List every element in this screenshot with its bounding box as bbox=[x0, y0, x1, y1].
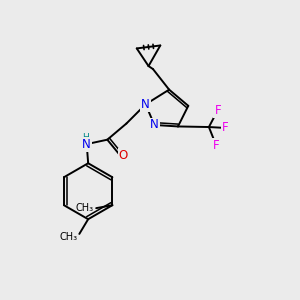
Text: N: N bbox=[150, 118, 159, 131]
Text: F: F bbox=[214, 104, 221, 117]
Text: H: H bbox=[82, 133, 89, 142]
Text: F: F bbox=[213, 139, 220, 152]
Text: N: N bbox=[141, 98, 150, 111]
Text: F: F bbox=[222, 122, 228, 134]
Text: CH₃: CH₃ bbox=[76, 203, 94, 213]
Text: N: N bbox=[82, 138, 91, 151]
Text: CH₃: CH₃ bbox=[60, 232, 78, 242]
Text: O: O bbox=[119, 149, 128, 162]
